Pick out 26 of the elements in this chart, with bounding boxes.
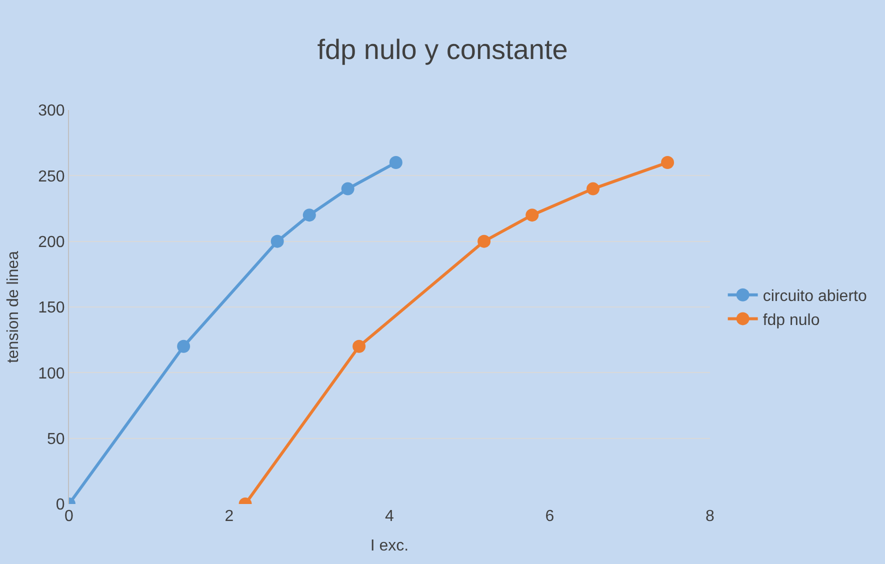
x-tick-label: 2 — [224, 508, 234, 525]
legend-label: circuito abierto — [762, 288, 867, 306]
x-tick-label: 4 — [385, 508, 394, 525]
y-tick-label: 0 — [56, 496, 65, 514]
y-tick-label: 200 — [38, 234, 65, 251]
y-tick-label: 150 — [38, 300, 65, 317]
point — [389, 156, 402, 170]
y-axis-title: tension de linea — [4, 250, 22, 364]
point — [586, 182, 600, 196]
x-tick-label: 6 — [545, 508, 554, 525]
y-tick-label: 50 — [47, 430, 65, 448]
point — [478, 234, 491, 248]
point — [177, 340, 190, 353]
point — [302, 208, 316, 222]
chart-title: fdp nulo y constante — [317, 34, 568, 66]
legend-label: fdp nulo — [762, 312, 820, 329]
point — [341, 182, 354, 196]
y-tick-label: 100 — [38, 365, 65, 382]
x-axis-title: I exc. — [370, 538, 409, 555]
y-tick-label: 250 — [38, 168, 65, 186]
y-tick-label: 300 — [38, 102, 65, 120]
point — [352, 340, 366, 353]
x-tick-label: 8 — [706, 508, 715, 525]
point — [270, 234, 284, 248]
point — [526, 208, 539, 222]
point — [661, 156, 674, 170]
